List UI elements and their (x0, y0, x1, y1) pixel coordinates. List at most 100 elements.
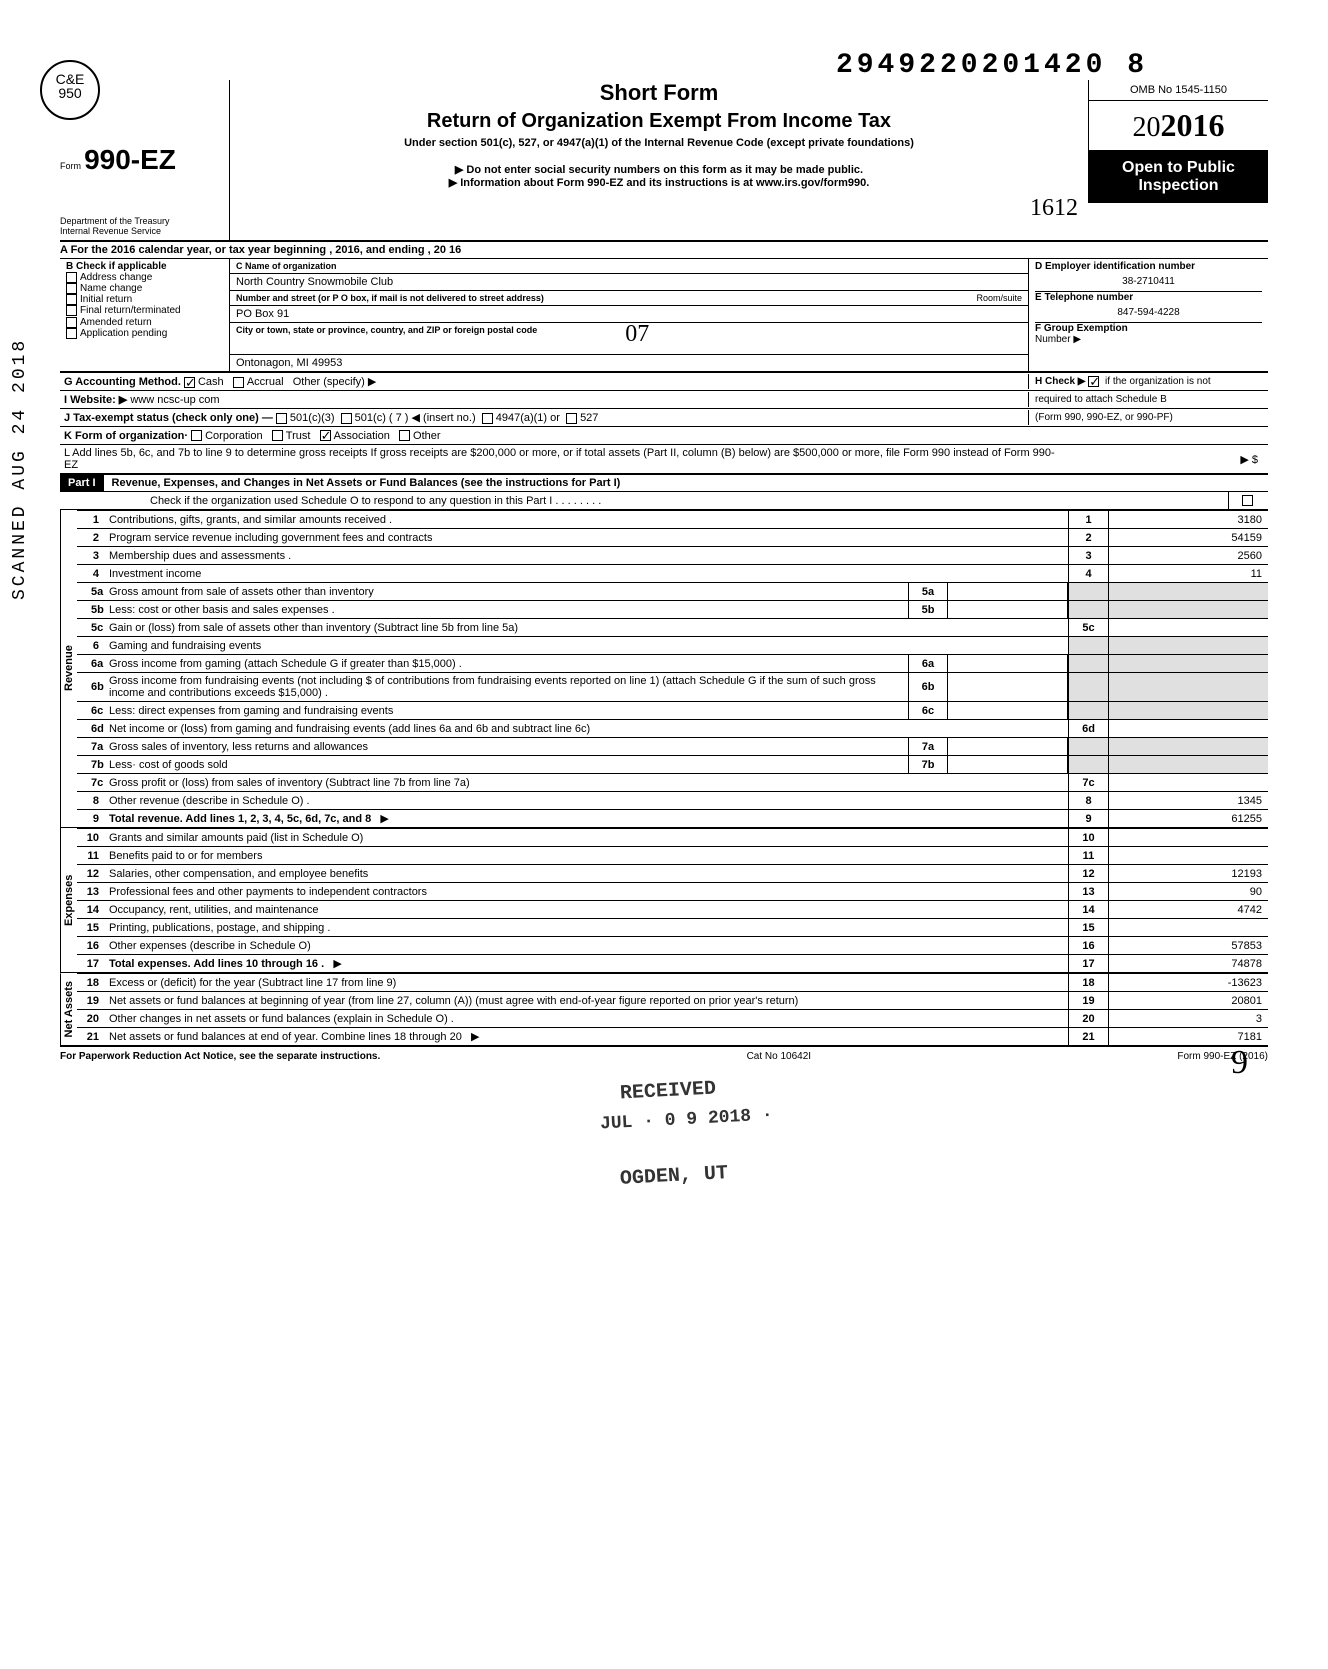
line-label-4: 4 (77, 568, 105, 580)
chk-schedule-o[interactable] (1242, 495, 1253, 506)
footer-mid: Cat No 10642I (747, 1051, 812, 1062)
subtitle: Under section 501(c), 527, or 4947(a)(1)… (240, 137, 1078, 149)
num-col-3: 3 (1068, 547, 1108, 564)
num-col-9: 9 (1068, 810, 1108, 827)
num-col-12: 12 (1068, 865, 1108, 882)
chk-amended[interactable] (66, 317, 77, 328)
chk-4947[interactable] (482, 413, 493, 424)
omb-number: OMB No 1545-1150 (1089, 80, 1268, 101)
amt-col-14: 4742 (1108, 901, 1268, 918)
main-title: Return of Organization Exempt From Incom… (240, 110, 1078, 133)
mid-box-5a: 5a (908, 583, 948, 600)
handwriting-07: 07 (625, 321, 649, 348)
line-text-13: Professional fees and other payments to … (105, 884, 1068, 900)
chk-address-change[interactable] (66, 272, 77, 283)
amt-col-5a (1108, 583, 1268, 600)
line-label-20: 20 (77, 1013, 105, 1025)
chk-501c[interactable] (341, 413, 352, 424)
num-col-7c: 7c (1068, 774, 1108, 791)
dept-treasury: Department of the Treasury (60, 216, 221, 226)
b-label: B Check if applicable (66, 261, 223, 272)
j-527: 527 (580, 412, 598, 424)
chk-527[interactable] (566, 413, 577, 424)
side-netassets: Net Assets (60, 973, 77, 1045)
g-accrual: Accrual (247, 376, 284, 388)
line-label-5c: 5c (77, 622, 105, 634)
chk-initial-return[interactable] (66, 294, 77, 305)
chk-corp[interactable] (191, 430, 202, 441)
form-prefix: Form (60, 161, 81, 171)
line-text-11: Benefits paid to or for members (105, 848, 1068, 864)
mid-box-6a: 6a (908, 655, 948, 672)
chk-trust[interactable] (272, 430, 283, 441)
line-label-6a: 6a (77, 658, 105, 670)
chk-pending[interactable] (66, 328, 77, 339)
b-initial: Initial return (80, 294, 132, 305)
b-amended: Amended return (80, 317, 152, 328)
amt-col-6a (1108, 655, 1268, 672)
line-text-5c: Gain or (loss) from sale of assets other… (105, 620, 1068, 636)
amt-col-11 (1108, 847, 1268, 864)
num-col-16: 16 (1068, 937, 1108, 954)
amt-col-7b (1108, 756, 1268, 773)
num-col-6 (1068, 637, 1108, 654)
i-label: I Website: ▶ (64, 394, 127, 406)
amt-col-16: 57853 (1108, 937, 1268, 954)
amt-col-8: 1345 (1108, 792, 1268, 809)
dln-number: 2949220201420 8 (836, 50, 1148, 81)
chk-name-change[interactable] (66, 283, 77, 294)
num-col-6c (1068, 702, 1108, 719)
amt-col-6c (1108, 702, 1268, 719)
mid-val-7a (948, 738, 1068, 755)
stamp-received: RECEIVED (619, 1078, 716, 1106)
website-value: www ncsc-up com (130, 394, 219, 406)
amt-col-4: 11 (1108, 565, 1268, 582)
chk-501c3[interactable] (276, 413, 287, 424)
num-col-5c: 5c (1068, 619, 1108, 636)
stamp-date: JUL · 0 9 2018 · (600, 1105, 774, 1134)
handwriting-9: 9 (1231, 1044, 1248, 1082)
b-name-change: Name change (80, 283, 142, 294)
ce-logo: C&E 950 (40, 60, 100, 120)
line-text-6: Gaming and fundraising events (105, 638, 1068, 654)
line-text-1: Contributions, gifts, grants, and simila… (105, 512, 1068, 528)
g-other: Other (specify) ▶ (293, 376, 377, 388)
mid-val-6c (948, 702, 1068, 719)
line-label-2: 2 (77, 532, 105, 544)
line-label-6: 6 (77, 640, 105, 652)
f-label: F Group Exemption (1035, 323, 1262, 334)
amt-col-12: 12193 (1108, 865, 1268, 882)
chk-accrual[interactable] (233, 377, 244, 388)
amt-col-5c (1108, 619, 1268, 636)
tax-year: 202016 (1089, 101, 1268, 151)
line-label-17: 17 (77, 958, 105, 970)
chk-schedule-b[interactable] (1088, 376, 1099, 387)
mid-val-6a (948, 655, 1068, 672)
line-label-5a: 5a (77, 586, 105, 598)
chk-cash[interactable] (184, 377, 195, 388)
k-assoc: Association (334, 430, 390, 442)
h-text1: if the organization is not (1105, 376, 1211, 387)
line-label-10: 10 (77, 832, 105, 844)
line-label-19: 19 (77, 995, 105, 1007)
e-label: E Telephone number (1035, 292, 1262, 303)
amt-col-9: 61255 (1108, 810, 1268, 827)
line-text-6d: Net income or (loss) from gaming and fun… (105, 721, 1068, 737)
l-arrow: ▶ $ (1068, 453, 1268, 466)
line-text-9: Total revenue. Add lines 1, 2, 3, 4, 5c,… (105, 810, 1068, 827)
line-text-15: Printing, publications, postage, and shi… (105, 920, 1068, 936)
chk-final-return[interactable] (66, 305, 77, 316)
line-label-5b: 5b (77, 604, 105, 616)
org-name: North Country Snowmobile Club (236, 276, 1022, 288)
line-text-19: Net assets or fund balances at beginning… (105, 993, 1068, 1009)
line-text-12: Salaries, other compensation, and employ… (105, 866, 1068, 882)
num-col-6d: 6d (1068, 720, 1108, 737)
amt-col-7c (1108, 774, 1268, 791)
chk-other-org[interactable] (399, 430, 410, 441)
line-label-7c: 7c (77, 777, 105, 789)
line-text-14: Occupancy, rent, utilities, and maintena… (105, 902, 1068, 918)
line-label-6d: 6d (77, 723, 105, 735)
city-label: City or town, state or province, country… (236, 325, 537, 352)
amt-col-20: 3 (1108, 1010, 1268, 1027)
chk-assoc[interactable] (320, 430, 331, 441)
